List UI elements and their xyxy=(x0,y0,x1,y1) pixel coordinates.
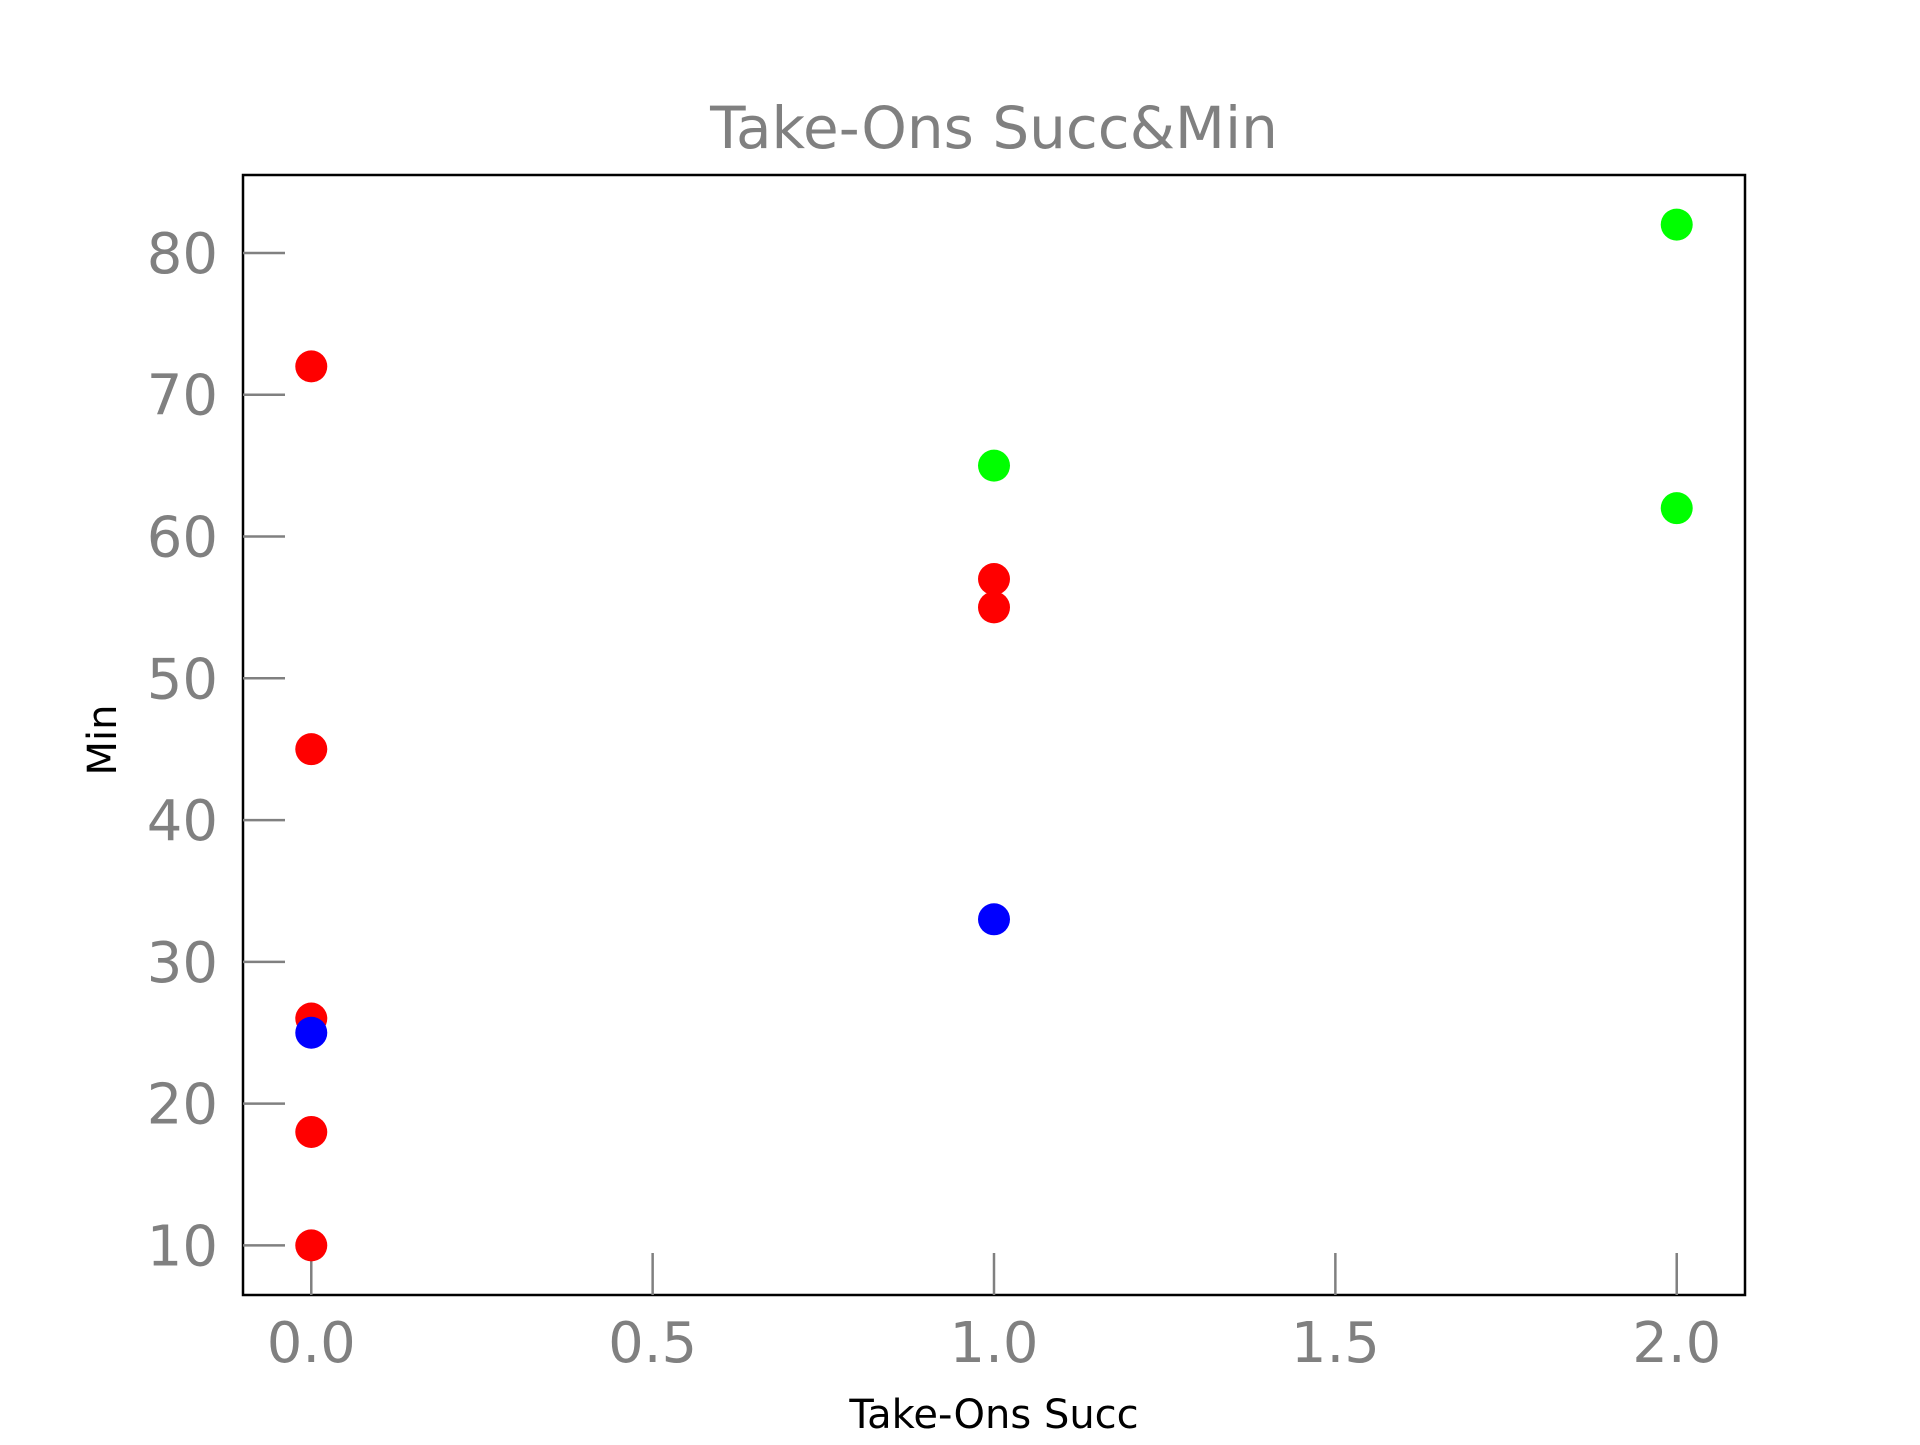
data-point xyxy=(295,1115,328,1148)
data-point xyxy=(295,1229,328,1262)
x-tick-label: 0.0 xyxy=(267,1311,356,1376)
y-tick-label: 40 xyxy=(147,789,218,854)
y-tick-label: 70 xyxy=(147,364,218,429)
y-axis-label: Min xyxy=(80,705,126,776)
x-tick-label: 1.5 xyxy=(1291,1311,1380,1376)
plot-area: 0.0 0.5 1.0 1.5 2.0 10 20 30 40 50 60 70 80 xyxy=(147,173,1747,1376)
y-tick-label: 20 xyxy=(147,1073,218,1138)
data-point xyxy=(978,903,1010,936)
y-tick-label: 50 xyxy=(147,647,218,712)
data-point xyxy=(978,563,1010,596)
data-point xyxy=(1660,208,1693,241)
data-point xyxy=(978,449,1010,482)
data-point xyxy=(295,1016,328,1049)
data-point xyxy=(295,733,328,766)
x-axis-label: Take-Ons Succ xyxy=(848,1392,1138,1438)
plot-frame xyxy=(241,173,1747,1297)
x-tick-label: 0.5 xyxy=(608,1311,697,1376)
y-tick-label: 60 xyxy=(147,506,218,571)
y-tick-label: 10 xyxy=(147,1214,218,1279)
x-tick-label: 1.0 xyxy=(949,1311,1038,1376)
chart-title: Take-Ons Succ&Min xyxy=(709,94,1278,162)
data-point xyxy=(978,591,1010,624)
data-point xyxy=(295,350,328,383)
y-tick-label: 30 xyxy=(147,931,218,996)
x-tick-label: 2.0 xyxy=(1632,1311,1721,1376)
y-tick-label: 80 xyxy=(147,222,218,287)
data-point xyxy=(1660,492,1693,525)
